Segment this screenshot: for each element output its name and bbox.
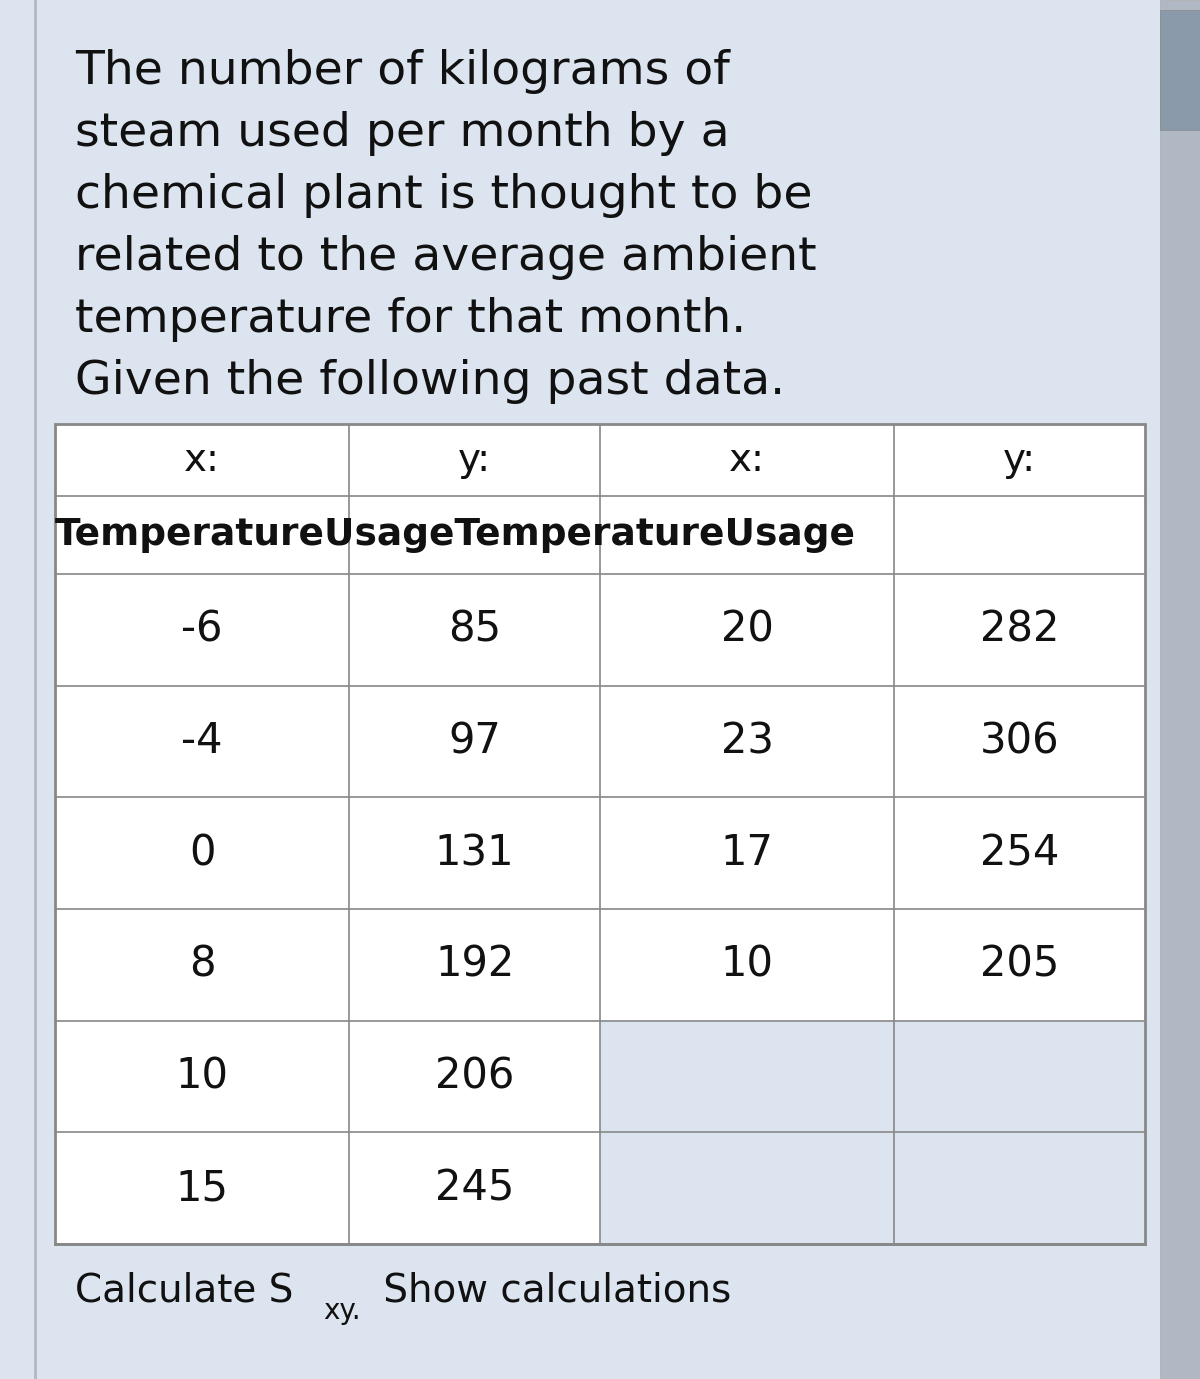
- Bar: [894, 574, 1145, 685]
- Bar: [600, 797, 894, 909]
- Bar: [55, 797, 349, 909]
- Text: steam used per month by a: steam used per month by a: [74, 110, 730, 156]
- Text: 10: 10: [721, 943, 774, 986]
- Bar: [600, 574, 894, 685]
- Text: 23: 23: [721, 720, 774, 763]
- Bar: [349, 1132, 600, 1244]
- Bar: [55, 1132, 349, 1244]
- Text: 282: 282: [980, 610, 1060, 651]
- Text: related to the average ambient: related to the average ambient: [74, 234, 817, 280]
- Bar: [1160, 0, 1200, 1379]
- Bar: [894, 909, 1145, 1020]
- Text: 10: 10: [175, 1055, 229, 1098]
- Text: TemperatureUsageTemperatureUsage: TemperatureUsageTemperatureUsage: [55, 517, 856, 553]
- Text: 97: 97: [449, 720, 502, 763]
- Bar: [600, 685, 894, 797]
- Bar: [600, 1132, 894, 1244]
- Text: Calculate S: Calculate S: [74, 1271, 293, 1309]
- Bar: [600, 1020, 894, 1132]
- Bar: [600, 496, 894, 574]
- Bar: [1160, 10, 1200, 130]
- Bar: [55, 423, 1145, 1244]
- Text: 254: 254: [980, 832, 1060, 874]
- Text: 245: 245: [434, 1167, 515, 1209]
- Bar: [894, 423, 1145, 496]
- Bar: [894, 496, 1145, 574]
- Text: 20: 20: [721, 610, 774, 651]
- Text: chemical plant is thought to be: chemical plant is thought to be: [74, 172, 812, 218]
- Text: The number of kilograms of: The number of kilograms of: [74, 50, 730, 94]
- Text: 306: 306: [980, 720, 1060, 763]
- Bar: [894, 797, 1145, 909]
- Text: 206: 206: [434, 1055, 515, 1098]
- Text: -4: -4: [181, 720, 223, 763]
- Text: 8: 8: [188, 943, 216, 986]
- Bar: [349, 496, 600, 574]
- Bar: [600, 423, 894, 496]
- Bar: [55, 1020, 349, 1132]
- Bar: [55, 909, 349, 1020]
- Bar: [55, 496, 349, 574]
- Bar: [55, 423, 349, 496]
- Text: y:: y:: [458, 441, 491, 479]
- Text: -6: -6: [181, 610, 223, 651]
- Bar: [55, 574, 349, 685]
- Bar: [55, 685, 349, 797]
- Bar: [600, 909, 894, 1020]
- Text: x:: x:: [730, 441, 766, 479]
- Text: x:: x:: [184, 441, 220, 479]
- Text: 15: 15: [175, 1167, 229, 1209]
- Bar: [349, 1020, 600, 1132]
- Text: 192: 192: [436, 943, 515, 986]
- Bar: [349, 909, 600, 1020]
- Bar: [349, 423, 600, 496]
- Text: 85: 85: [448, 610, 502, 651]
- Text: 0: 0: [188, 832, 216, 874]
- Bar: [349, 685, 600, 797]
- Bar: [349, 574, 600, 685]
- Text: 17: 17: [721, 832, 774, 874]
- Text: Show calculations: Show calculations: [372, 1271, 732, 1309]
- Bar: [349, 797, 600, 909]
- Text: 205: 205: [980, 943, 1060, 986]
- Bar: [894, 1020, 1145, 1132]
- Text: Given the following past data.: Given the following past data.: [74, 359, 785, 404]
- Bar: [894, 1132, 1145, 1244]
- Text: temperature for that month.: temperature for that month.: [74, 296, 746, 342]
- Text: 131: 131: [434, 832, 515, 874]
- Text: xy.: xy.: [323, 1298, 361, 1325]
- Bar: [894, 685, 1145, 797]
- Text: y:: y:: [1003, 441, 1037, 479]
